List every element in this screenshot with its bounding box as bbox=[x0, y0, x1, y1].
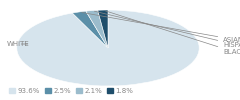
Wedge shape bbox=[72, 11, 108, 48]
Legend: 93.6%, 2.5%, 2.1%, 1.8%: 93.6%, 2.5%, 2.1%, 1.8% bbox=[6, 85, 136, 96]
Text: BLACK: BLACK bbox=[106, 11, 240, 55]
Wedge shape bbox=[86, 10, 108, 48]
Wedge shape bbox=[98, 10, 108, 48]
Text: HISPANIC: HISPANIC bbox=[95, 11, 240, 48]
Text: ASIAN: ASIAN bbox=[82, 12, 240, 42]
Text: WHITE: WHITE bbox=[7, 41, 30, 47]
Wedge shape bbox=[17, 10, 199, 86]
